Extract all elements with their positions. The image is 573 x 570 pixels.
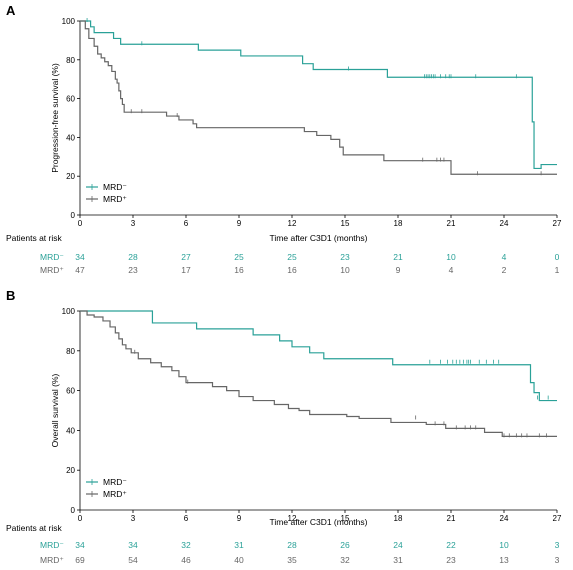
panel-a: A Progression-free survival (%) Time aft… — [6, 3, 562, 275]
panel-a-risk-value: 10 — [446, 252, 456, 262]
panel-a-risk-value: 34 — [75, 252, 85, 262]
panel-b-risk-value: 10 — [499, 540, 509, 550]
panel-a-x-axis-label: Time after C3D1 (months) — [270, 233, 368, 243]
panel-b-x-tick-label: 0 — [78, 514, 83, 523]
panel-a-y-tick-label: 80 — [66, 56, 75, 65]
panel-b-risk-value: 22 — [446, 540, 456, 550]
panel-a-risk-value: 25 — [234, 252, 244, 262]
panel-a-risk-value: 1 — [555, 265, 560, 275]
panel-b-risk-value: 35 — [287, 555, 297, 565]
panel-a-risk-value: 0 — [555, 252, 560, 262]
panel-b-series-mrd-pos-line — [80, 310, 557, 437]
panel-a-label: A — [6, 3, 16, 18]
panel-a-legend-mrd-neg: MRD⁻ — [103, 182, 127, 192]
panel-a-y-tick-label: 100 — [62, 17, 76, 26]
panel-a-risk-value: 4 — [449, 265, 454, 275]
panel-b-risk-value: 24 — [393, 540, 403, 550]
panel-a-risk-title: Patients at risk — [6, 233, 62, 243]
panel-b-risk-title: Patients at risk — [6, 523, 62, 533]
panel-b-legend-mrd-pos: MRD⁺ — [103, 489, 127, 499]
panel-b-y-tick-label: 60 — [66, 387, 75, 396]
panel-a-risk-value: 10 — [340, 265, 350, 275]
panel-b-risk-label-mrd-neg: MRD⁻ — [40, 540, 64, 550]
panel-b-risk-value: 3 — [555, 555, 560, 565]
panel-a-series-mrd-neg-line — [80, 20, 557, 170]
panel-b-risk-value: 31 — [393, 555, 403, 565]
panel-b-x-tick-label: 3 — [131, 514, 136, 523]
panel-b-label: B — [6, 288, 15, 303]
panel-a-risk-value: 23 — [128, 265, 138, 275]
panel-b-y-axis-label: Overall survival (%) — [50, 373, 60, 447]
panel-b-risk-value: 23 — [446, 555, 456, 565]
panel-a-legend-mrd-pos: MRD⁺ — [103, 194, 127, 204]
panel-a-x-tick-label: 15 — [341, 219, 350, 228]
panel-b-y-tick-label: 40 — [66, 426, 75, 435]
panel-a-y-axis-label: Progression-free survival (%) — [50, 63, 60, 173]
panel-b-x-tick-label: 12 — [288, 514, 297, 523]
panel-b-risk-value: 3 — [555, 540, 560, 550]
panel-a-x-tick-label: 24 — [500, 219, 509, 228]
panel-b-risk-value: 13 — [499, 555, 509, 565]
panel-b-risk-label-mrd-pos: MRD⁺ — [40, 555, 64, 565]
panel-b-y-tick-label: 100 — [62, 307, 76, 316]
panel-a-risk-value: 28 — [128, 252, 138, 262]
panel-a-y-tick-label: 60 — [66, 95, 75, 104]
panel-a-x-tick-label: 9 — [237, 219, 242, 228]
panel-a-x-tick-label: 27 — [553, 219, 562, 228]
panel-b-risk-value: 28 — [287, 540, 297, 550]
panel-b: B Overall survival (%) Time after C3D1 (… — [6, 288, 562, 565]
panel-b-x-tick-label: 6 — [184, 514, 189, 523]
panel-b-x-tick-label: 21 — [447, 514, 456, 523]
panel-a-risk-label-mrd-neg: MRD⁻ — [40, 252, 64, 262]
panel-a-risk-value: 27 — [181, 252, 191, 262]
panel-b-risk-value: 32 — [340, 555, 350, 565]
panel-b-risk-value: 32 — [181, 540, 191, 550]
panel-a-x-tick-label: 3 — [131, 219, 136, 228]
panel-b-x-tick-label: 15 — [341, 514, 350, 523]
panel-a-y-tick-label: 20 — [66, 172, 75, 181]
panel-b-x-tick-label: 27 — [553, 514, 562, 523]
panel-a-risk-value: 16 — [287, 265, 297, 275]
panel-b-risk-value: 40 — [234, 555, 244, 565]
panel-b-risk-value: 26 — [340, 540, 350, 550]
panel-a-series-mrd-pos-line — [80, 20, 557, 175]
panel-a-risk-value: 23 — [340, 252, 350, 262]
panel-b-risk-value: 69 — [75, 555, 85, 565]
panel-a-risk-label-mrd-pos: MRD⁺ — [40, 265, 64, 275]
panel-a-risk-value: 47 — [75, 265, 85, 275]
panel-a-y-tick-label: 0 — [71, 211, 76, 220]
panel-a-y-tick-label: 40 — [66, 133, 75, 142]
panel-b-risk-value: 34 — [128, 540, 138, 550]
panel-b-risk-value: 34 — [75, 540, 85, 550]
panel-b-risk-value: 31 — [234, 540, 244, 550]
panel-b-x-tick-label: 18 — [394, 514, 403, 523]
panel-b-y-tick-label: 80 — [66, 347, 75, 356]
panel-b-risk-value: 46 — [181, 555, 191, 565]
panel-a-risk-value: 4 — [502, 252, 507, 262]
panel-a-x-tick-label: 18 — [394, 219, 403, 228]
panel-a-risk-value: 17 — [181, 265, 191, 275]
panel-a-x-tick-label: 12 — [288, 219, 297, 228]
panel-b-risk-value: 54 — [128, 555, 138, 565]
panel-a-x-tick-label: 6 — [184, 219, 189, 228]
panel-b-legend-mrd-neg: MRD⁻ — [103, 477, 127, 487]
panel-b-series-mrd-neg-line — [80, 310, 557, 402]
panel-b-x-tick-label: 24 — [500, 514, 509, 523]
panel-a-risk-value: 9 — [396, 265, 401, 275]
panel-a-x-tick-label: 21 — [447, 219, 456, 228]
panel-a-x-tick-label: 0 — [78, 219, 83, 228]
panel-b-y-tick-label: 0 — [71, 506, 76, 515]
panel-a-risk-value: 25 — [287, 252, 297, 262]
panel-a-risk-value: 2 — [502, 265, 507, 275]
panel-a-risk-value: 21 — [393, 252, 403, 262]
panel-a-risk-value: 16 — [234, 265, 244, 275]
panel-b-y-tick-label: 20 — [66, 466, 75, 475]
panel-b-x-axis-label: Time after C3D1 (months) — [270, 517, 368, 527]
panel-b-x-tick-label: 9 — [237, 514, 242, 523]
